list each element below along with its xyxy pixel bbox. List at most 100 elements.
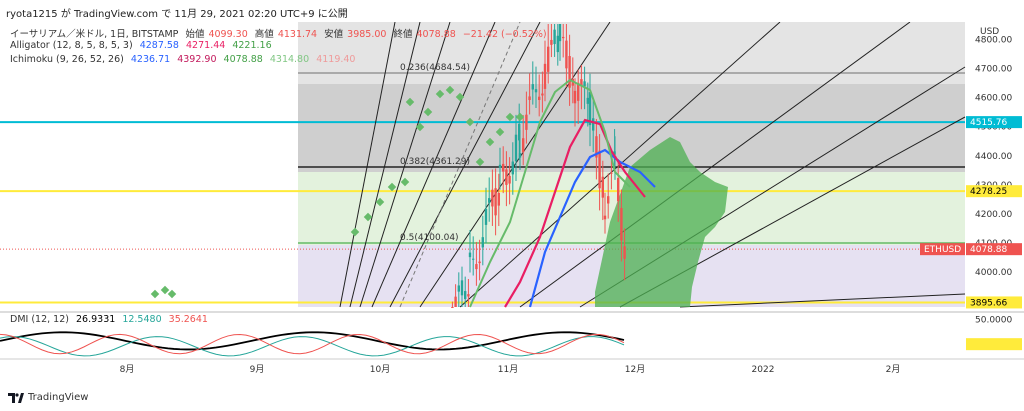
pattern-diamond: [445, 85, 455, 95]
pattern-diamond: [350, 227, 360, 237]
badge-label: 4278.25: [970, 187, 1007, 197]
tradingview-logo-icon: [8, 392, 24, 403]
candle-body: [457, 285, 460, 292]
candle-body: [494, 188, 497, 216]
price-badge: [966, 243, 1022, 256]
pattern-diamond: [375, 197, 385, 207]
price-badges: 4515.76 4278.25 ETHUSD 4078.88 3895.66: [920, 116, 1022, 309]
pattern-diamond: [400, 177, 410, 187]
badge-label: ETHUSD: [924, 245, 961, 255]
pattern-diamond: [160, 285, 170, 295]
candle-body: [525, 114, 528, 130]
pattern-diamond: [415, 122, 425, 132]
dmi-badge: [966, 338, 1022, 351]
candle-body: [478, 261, 481, 264]
candle-body: [534, 89, 538, 93]
price-axis: 4800.004700.004600.004500.004400.004300.…: [975, 35, 1012, 278]
candle-body: [528, 96, 531, 101]
time-tick-label: 8月: [120, 364, 135, 375]
price-badge: [966, 185, 1022, 198]
candle-body: [454, 296, 457, 307]
candle-body: [538, 96, 541, 101]
fib-label: 0.5(4100.04): [400, 233, 459, 243]
price-tick-label: 4200.00: [975, 210, 1012, 220]
price-chart[interactable]: 0.236(4684.54)0.382(4361.29)0.5(4100.04)…: [0, 21, 1024, 407]
candle-body: [468, 252, 472, 258]
candle-body: [556, 35, 559, 53]
candle-body: [550, 39, 553, 45]
candle-body: [451, 307, 454, 308]
fan-dashed: [399, 21, 521, 308]
candle-body: [603, 215, 607, 220]
candle-body: [568, 56, 571, 88]
candle-body: [488, 198, 491, 203]
candle-body: [607, 196, 610, 204]
candle-body: [553, 29, 556, 45]
chart-area[interactable]: 0.236(4684.54) 0.382(4361.29) 0.5(4100.04)…: [0, 21, 1024, 407]
candle-body: [580, 79, 583, 87]
open-value: 4099.30: [208, 29, 248, 40]
pattern-diamond: [405, 97, 415, 107]
dmi-pane: 50.000025.0000: [0, 315, 1022, 357]
time-tick-label: 11月: [498, 364, 518, 375]
fan-line-1: [339, 21, 396, 308]
candle-body: [514, 134, 518, 162]
ichimoku-cloud: [595, 137, 728, 307]
dmi-minus-line: [0, 333, 625, 355]
candle-body: [484, 208, 488, 225]
dmi-tick-label: 50.0000: [975, 315, 1012, 325]
time-tick-label: 2月: [886, 364, 901, 375]
candle-body: [518, 153, 522, 158]
change-value: −21.42 (−0.52%): [462, 29, 547, 40]
price-badge: [966, 116, 1022, 129]
price-tick-label: 4800.00: [975, 35, 1012, 45]
candle-body: [531, 84, 534, 90]
symbol: イーサリアム／米ドル, 1日, BITSTAMP: [10, 29, 179, 40]
candle-body: [460, 280, 464, 296]
candle-body: [475, 264, 478, 270]
brand-footer[interactable]: TradingView: [8, 392, 88, 403]
price-tick-label: 4400.00: [975, 152, 1012, 162]
candle-body: [623, 246, 626, 259]
candle-body: [498, 164, 502, 168]
candle-body: [491, 189, 494, 207]
candle-body: [588, 92, 592, 126]
candle-body: [577, 82, 580, 101]
publish-info: ryota1215 が TradingView.com で 11月 29, 20…: [6, 9, 348, 20]
price-tick-label: 4700.00: [975, 65, 1012, 75]
pattern-diamond: [435, 89, 445, 99]
pattern-diamond: [485, 137, 495, 147]
time-tick-label: 10月: [370, 364, 390, 375]
fib-band-upper: [298, 22, 965, 84]
price-tick-label: 4600.00: [975, 94, 1012, 104]
candle-body: [595, 136, 598, 158]
pattern-diamond: [475, 157, 485, 167]
badge-label: 4078.88: [970, 245, 1007, 255]
candle-body: [558, 24, 562, 42]
candle-body: [522, 138, 525, 153]
fan-line-2: [349, 21, 421, 308]
candle-body: [505, 169, 508, 185]
candle-body: [467, 294, 470, 297]
time-tick-label: 9月: [250, 364, 265, 375]
close-value: 4078.88: [416, 29, 456, 40]
candle-body: [592, 118, 595, 131]
pattern-diamond: [363, 212, 373, 222]
alligator-jaw: [528, 148, 656, 308]
candle-body: [573, 90, 577, 104]
price-badge: [966, 296, 1022, 309]
candle-body: [617, 178, 620, 202]
high-value: 4131.74: [277, 29, 318, 40]
candle-body: [518, 123, 521, 141]
candle-body: [586, 97, 589, 104]
candles: [451, 24, 626, 308]
dmi-adx-line: [0, 331, 625, 351]
badge-label: 4515.76: [970, 118, 1007, 128]
pattern-diamond: [465, 117, 475, 127]
candle-body: [610, 172, 613, 174]
fib-band-gray: [298, 84, 965, 172]
price-tick-label: 4000.00: [975, 268, 1012, 278]
candle-body: [620, 207, 623, 241]
horizontal-levels: [0, 121, 965, 304]
low-value: 3985.00: [347, 29, 387, 40]
